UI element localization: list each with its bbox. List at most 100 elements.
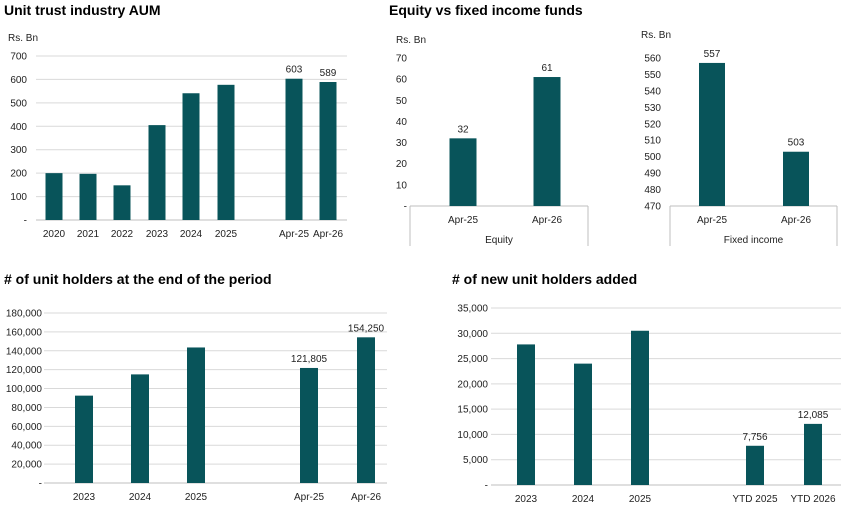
new_holders-bar: [574, 363, 592, 485]
equity-data-label: 61: [541, 63, 553, 74]
equity-x-tick-label: Apr-25: [448, 215, 478, 226]
holders-y-tick-label: -: [39, 479, 42, 490]
aum-x-tick-label: 2021: [77, 229, 100, 240]
fixed_income-y-tick-label: 550: [644, 70, 661, 81]
holders-y-tick-label: 80,000: [11, 403, 42, 414]
equity-y-tick-label: 30: [396, 138, 408, 149]
equity-y-tick-label: 70: [396, 54, 408, 65]
fixed_income-x-tick-label: Apr-25: [697, 215, 727, 226]
new_holders-y-tick-label: 30,000: [457, 329, 488, 340]
equity-y-tick-label: 60: [396, 75, 408, 86]
holders-x-tick-label: 2025: [185, 492, 208, 503]
holders-bar: [131, 374, 149, 483]
equity-group-label: Equity: [485, 235, 513, 246]
new_holders-y-tick-label: 5,000: [463, 455, 488, 466]
aum-x-tick-label: Apr-26: [313, 229, 343, 240]
holders-bar: [357, 337, 375, 483]
equity-y-tick-label: 40: [396, 117, 408, 128]
holders-x-tick-label: 2023: [73, 492, 96, 503]
aum-y-tick-label: 600: [10, 75, 27, 86]
aum-x-tick-label: 2022: [111, 229, 134, 240]
fixed_income-y-tick-label: 480: [644, 185, 661, 196]
equity-bar: [533, 77, 561, 207]
new_holders-x-tick-label: 2024: [572, 494, 595, 505]
new_holders-y-tick-label: 35,000: [457, 304, 488, 315]
equity-bar: [449, 138, 477, 206]
equity-y-axis-label: Rs. Bn: [396, 35, 426, 46]
fixed_income-y-tick-label: 560: [644, 54, 661, 65]
fixed_income-y-tick-label: 540: [644, 86, 661, 97]
fixed_income-y-tick-label: 520: [644, 119, 661, 130]
holders-y-tick-label: 40,000: [11, 441, 42, 452]
equity-y-tick-label: -: [404, 202, 407, 213]
new_holders-x-tick-label: 2023: [515, 494, 538, 505]
holders-y-tick-label: 140,000: [6, 346, 43, 357]
holders-chart-title: # of unit holders at the end of the peri…: [4, 271, 272, 287]
fixed_income-data-label: 503: [788, 138, 805, 149]
aum-bar: [79, 173, 97, 220]
fixed_income-y-axis-label: Rs. Bn: [641, 30, 671, 41]
new_holders-data-label: 12,085: [798, 410, 829, 421]
fixed_income-y-tick-label: 510: [644, 136, 661, 147]
holders-y-tick-label: 120,000: [6, 365, 43, 376]
aum-x-tick-label: 2023: [146, 229, 169, 240]
aum-x-tick-label: 2025: [215, 229, 238, 240]
fixed_income-bar: [783, 151, 809, 206]
equity-fixed-chart-title: Equity vs fixed income funds: [389, 2, 583, 18]
fixed_income-bar: [699, 62, 725, 206]
aum-y-tick-label: 200: [10, 169, 27, 180]
aum-y-axis-label: Rs. Bn: [8, 33, 38, 44]
equity-y-tick-label: 50: [396, 96, 408, 107]
holders-x-tick-label: Apr-26: [351, 492, 381, 503]
aum-y-tick-label: 700: [10, 52, 27, 63]
holders-data-label: 121,805: [291, 354, 328, 365]
equity-y-tick-label: 20: [396, 159, 408, 170]
holders-data-label: 154,250: [348, 323, 385, 334]
new_holders-y-tick-label: 25,000: [457, 354, 488, 365]
new_holders-bar: [746, 445, 764, 485]
new_holders-data-label: 7,756: [742, 432, 767, 443]
aum-bar: [182, 93, 200, 220]
fixed_income-y-tick-label: 490: [644, 169, 661, 180]
new_holders-x-tick-label: 2025: [629, 494, 652, 505]
aum-y-tick-label: 500: [10, 98, 27, 109]
holders-y-tick-label: 160,000: [6, 327, 43, 338]
new_holders-x-tick-label: YTD 2025: [732, 494, 777, 505]
aum-bar: [217, 84, 235, 221]
aum-bar: [148, 125, 166, 220]
holders-bar: [187, 347, 205, 483]
holders-y-tick-label: 60,000: [11, 422, 42, 433]
aum-data-label: 603: [286, 65, 303, 76]
equity-y-tick-label: 10: [396, 180, 408, 191]
fixed_income-y-tick-label: 500: [644, 152, 661, 163]
fixed_income-y-tick-label: 530: [644, 103, 661, 114]
new-holders-chart-title: # of new unit holders added: [452, 271, 638, 287]
new_holders-bar: [517, 344, 535, 485]
holders-y-tick-label: 180,000: [6, 309, 43, 320]
aum-bar: [285, 78, 303, 221]
holders-bar: [300, 367, 318, 483]
aum-x-tick-label: 2020: [43, 229, 66, 240]
new_holders-y-tick-label: 10,000: [457, 430, 488, 441]
new_holders-y-tick-label: -: [485, 481, 488, 492]
fixed_income-y-tick-label: 470: [644, 202, 661, 213]
new_holders-bar: [804, 423, 822, 485]
aum-bar: [319, 82, 337, 221]
new_holders-x-tick-label: YTD 2026: [790, 494, 835, 505]
new_holders-y-tick-label: 20,000: [457, 379, 488, 390]
holders-x-tick-label: Apr-25: [294, 492, 324, 503]
new_holders-bar: [631, 330, 649, 485]
aum-y-tick-label: 300: [10, 145, 27, 156]
new_holders-y-tick-label: 15,000: [457, 405, 488, 416]
aum-y-tick-label: 400: [10, 122, 27, 133]
aum-x-tick-label: Apr-25: [279, 229, 309, 240]
fixed_income-data-label: 557: [704, 49, 721, 60]
aum-x-tick-label: 2024: [180, 229, 203, 240]
fixed_income-x-tick-label: Apr-26: [781, 215, 811, 226]
holders-y-tick-label: 100,000: [6, 384, 43, 395]
holders-x-tick-label: 2024: [129, 492, 152, 503]
aum-y-tick-label: 100: [10, 192, 27, 203]
holders-bar: [75, 395, 93, 483]
aum-data-label: 589: [320, 68, 337, 79]
